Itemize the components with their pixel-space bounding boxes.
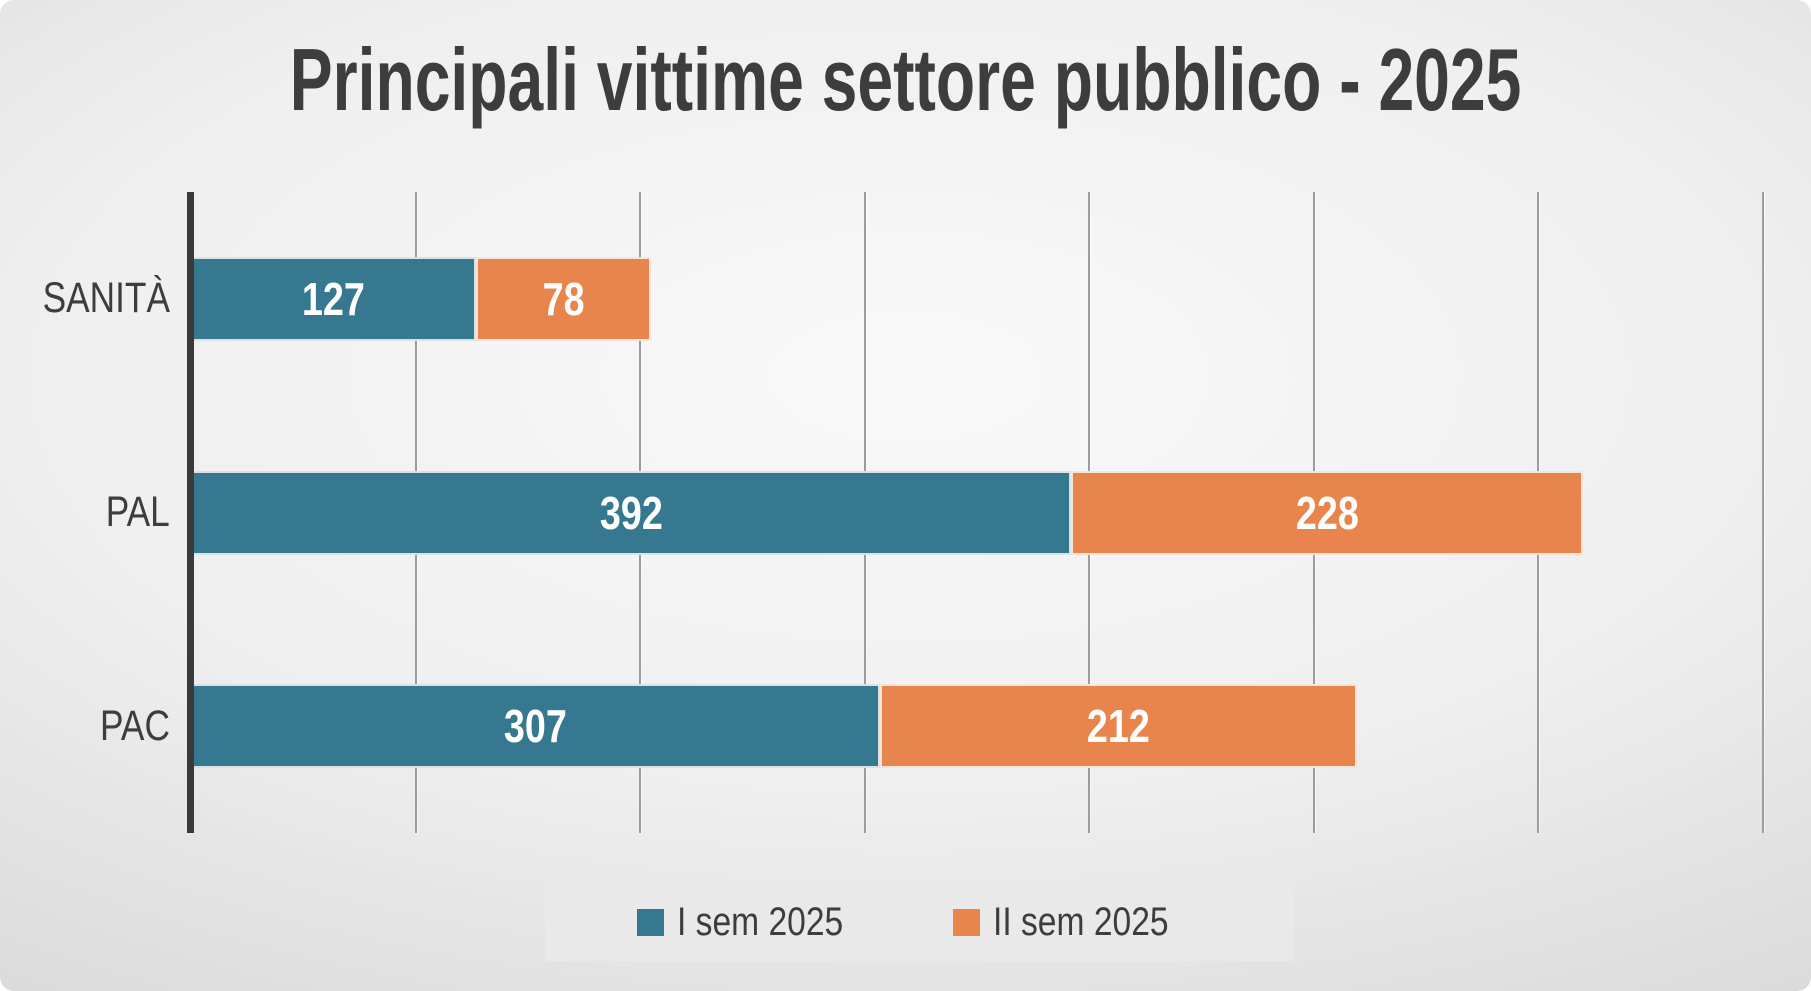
chart-title: Principali vittime settore pubblico - 20… <box>289 30 1522 129</box>
category-label-cell: PAL <box>0 488 191 537</box>
legend-label: II sem 2025 <box>992 899 1169 944</box>
bar-segment-pac-series-1: 307 <box>191 684 881 769</box>
bar-value-label: 307 <box>504 700 568 753</box>
legend-label: I sem 2025 <box>677 899 844 944</box>
rows: SANITÀ 127 78 PAL 392 228 PAC 307 212 <box>0 192 1811 833</box>
chart-title-container: Principali vittime settore pubblico - 20… <box>0 30 1811 129</box>
bar-value-label: 127 <box>302 272 366 325</box>
bar-value-label: 78 <box>542 272 585 325</box>
gridline-700 <box>1762 192 1764 833</box>
legend-swatch-icon <box>952 908 980 936</box>
category-label: PAL <box>105 488 170 536</box>
bar-track: 127 78 <box>191 256 1763 341</box>
bar-value-label: 228 <box>1295 486 1359 539</box>
bar-value-label: 212 <box>1086 700 1150 753</box>
bar-row-sanità: SANITÀ 127 78 <box>0 192 1811 406</box>
bar-segment-pal-series-1: 392 <box>191 470 1072 555</box>
bar-row-pac: PAC 307 212 <box>0 619 1811 833</box>
bar-track: 392 228 <box>191 470 1763 555</box>
legend-swatch-icon <box>637 908 665 936</box>
bar-segment-sanità-series-1: 127 <box>191 256 477 341</box>
category-label-cell: SANITÀ <box>0 274 191 323</box>
legend-item-series-2: II sem 2025 <box>952 899 1202 945</box>
bar-segment-pac-series-2: 212 <box>880 684 1357 769</box>
category-label: SANITÀ <box>42 274 170 323</box>
bar-track: 307 212 <box>191 684 1763 769</box>
chart: SANITÀ 127 78 PAL 392 228 PAC 307 212 <box>0 192 1811 833</box>
legend-item-series-1: I sem 2025 <box>637 900 875 945</box>
bar-row-pal: PAL 392 228 <box>0 406 1811 620</box>
category-label-cell: PAC <box>0 702 191 751</box>
category-label: PAC <box>99 701 170 750</box>
bar-segment-sanità-series-2: 78 <box>476 256 652 341</box>
bar-value-label: 392 <box>599 486 663 539</box>
legend: I sem 2025 II sem 2025 <box>545 883 1294 961</box>
bar-segment-pal-series-2: 228 <box>1071 470 1584 555</box>
legend-container: I sem 2025 II sem 2025 <box>0 883 1811 961</box>
y-axis-line <box>187 192 194 833</box>
